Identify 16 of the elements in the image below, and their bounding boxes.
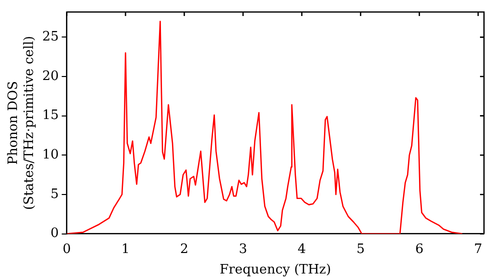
x-tick-label: 7 (474, 242, 482, 257)
y-tick-label: 5 (50, 186, 59, 202)
x-tick-label: 0 (62, 242, 71, 257)
y-tick-label: 15 (42, 108, 59, 124)
y-tick-label: 20 (42, 68, 59, 84)
x-tick-label: 6 (415, 242, 424, 257)
y-tick-label: 0 (50, 226, 59, 242)
x-tick-label: 1 (121, 242, 130, 257)
x-axis-title: Frequency (THz) (220, 262, 332, 278)
y-axis-title: Phonon DOS (States/THz·primitive cell) (6, 36, 37, 210)
x-tick-label: 2 (180, 242, 188, 257)
x-tick-label: 5 (356, 242, 365, 257)
y-tick-label: 25 (42, 30, 59, 45)
y-tick-label: 10 (42, 148, 59, 163)
x-tick-label: 4 (298, 242, 306, 257)
x-tick-label: 3 (238, 242, 248, 257)
